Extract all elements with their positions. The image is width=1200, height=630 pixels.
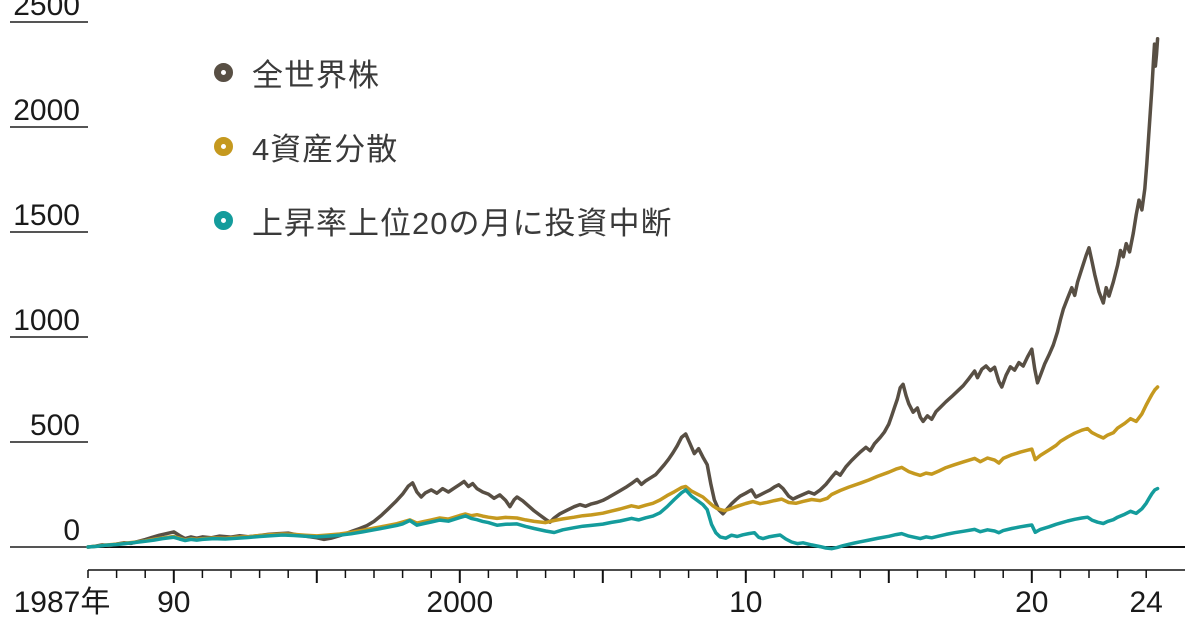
y-axis-label: 0 (63, 514, 80, 547)
legend-label-interrupted: 上昇率上位20の月に投資中断 (252, 205, 673, 241)
chart-legend: 全世界株 4資産分散 上昇率上位20の月に投資中断 (214, 35, 672, 257)
legend-ring-world-stocks (214, 62, 233, 82)
legend-item-interrupted: 上昇率上位20の月に投資中断 (214, 183, 672, 257)
legend-item-four-asset: 4資産分散 (214, 109, 672, 183)
y-axis-label: 1500 (13, 199, 80, 232)
x-axis-label: 1987年 (14, 586, 111, 619)
series-line-0 (86, 37, 1160, 549)
x-axis-label: 90 (157, 586, 190, 619)
series-line-2 (86, 486, 1160, 551)
y-axis-label: 2500 (13, 0, 80, 22)
legend-ring-four-asset (214, 136, 233, 156)
y-axis-label: 2000 (13, 94, 80, 127)
x-axis-label: 2000 (426, 586, 493, 619)
legend-item-world-stocks: 全世界株 (214, 35, 672, 109)
x-axis-label: 20 (1015, 586, 1048, 619)
legend-ring-interrupted (214, 210, 233, 230)
series-line-1 (86, 385, 1160, 549)
legend-label-world-stocks: 全世界株 (252, 57, 380, 93)
y-axis-label: 500 (30, 409, 80, 442)
legend-label-four-asset: 4資産分散 (252, 131, 399, 167)
x-axis-label: 24 (1130, 586, 1163, 619)
y-axis-label: 1000 (13, 304, 80, 337)
x-axis-label: 10 (729, 586, 762, 619)
